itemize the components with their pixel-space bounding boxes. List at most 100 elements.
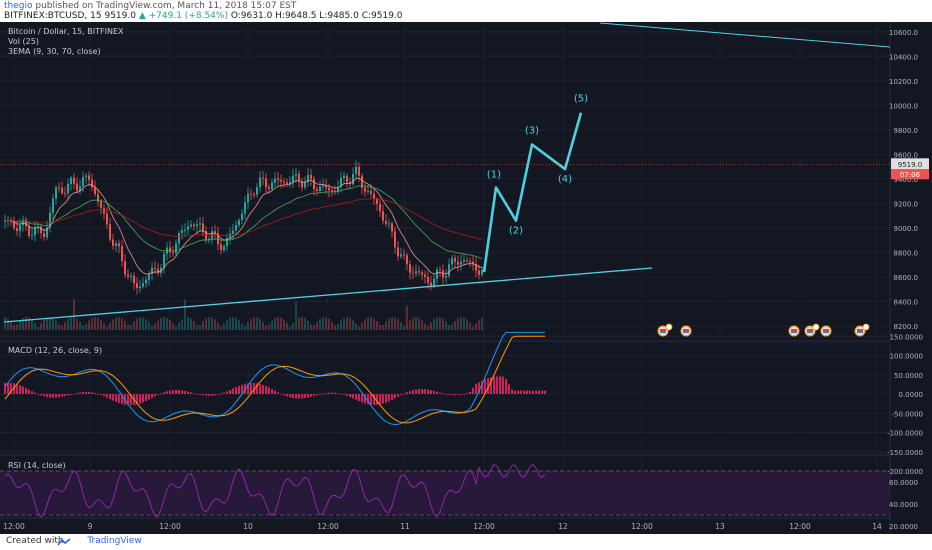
volume-bar	[175, 326, 177, 330]
volume-bar	[118, 317, 120, 330]
macd-histogram-bar	[295, 394, 297, 399]
macd-histogram-bar	[286, 394, 288, 397]
volume-bar	[385, 321, 387, 330]
chart-area[interactable]: (1)(2)(3)(4)(5) 12:00 9 12:00 10 12:00 11 12:0…	[0, 22, 932, 534]
macd-histogram-bar	[490, 377, 492, 394]
candle-body	[340, 177, 342, 187]
event-flag-stripe	[683, 329, 689, 331]
brand-link[interactable]: TradingView	[87, 536, 142, 546]
volume-bar	[130, 325, 132, 330]
candle-body	[94, 187, 96, 195]
macd-histogram-bar	[439, 392, 441, 394]
macd-histogram-bar	[79, 392, 81, 394]
volume-legend: Vol (25)	[8, 37, 39, 46]
volume-bar	[334, 325, 336, 330]
macd-histogram-bar	[445, 394, 447, 395]
candle-body	[409, 264, 411, 273]
event-markers[interactable]	[657, 323, 870, 337]
candle-body	[343, 175, 345, 178]
macd-histogram-bar	[316, 394, 318, 396]
candle-body	[148, 273, 150, 280]
macd-histogram-bar	[52, 394, 54, 398]
volume-bar	[67, 318, 69, 330]
volume-bar	[370, 317, 372, 330]
macd-histogram-bar	[148, 394, 150, 400]
volume-bar	[271, 320, 273, 330]
candle-body	[253, 194, 255, 196]
candle-body	[145, 279, 147, 284]
macd-histogram-bar	[43, 394, 45, 397]
macd-histogram-bar	[313, 394, 315, 396]
macd-histogram-bar	[109, 394, 111, 400]
macd-histogram-bar	[448, 394, 450, 395]
macd-histogram-bar	[478, 382, 480, 394]
macd-histogram-bar	[511, 389, 513, 394]
event-flag-stripe	[807, 331, 813, 333]
macd-histogram-bar	[400, 394, 402, 396]
volume-bar	[235, 317, 237, 330]
macd-histogram-bar	[409, 391, 411, 394]
candle-body	[259, 177, 261, 188]
candle-body	[109, 224, 111, 240]
countdown-label: 07:06	[900, 171, 921, 179]
macd-histogram-bar	[259, 383, 261, 394]
volume-bar	[328, 318, 330, 330]
volume-bar	[367, 317, 369, 330]
volume-bar	[460, 317, 462, 330]
candle-body	[232, 230, 234, 234]
candle-body	[337, 186, 339, 192]
volume-bar	[394, 317, 396, 330]
macd-histogram-bar	[205, 394, 207, 396]
candle-body	[85, 175, 87, 177]
macd-histogram-bar	[517, 390, 519, 394]
macd-histogram-bar	[277, 392, 279, 394]
event-count-badge-icon	[812, 323, 820, 331]
volume-bar	[325, 317, 327, 330]
candle-body	[127, 274, 129, 277]
macd-histogram-bar	[535, 390, 537, 394]
candle-body	[247, 193, 249, 203]
macd-histogram-bar	[28, 389, 30, 394]
candle-body	[289, 182, 291, 184]
volume-bar	[262, 321, 264, 330]
macd-histogram-bar	[121, 394, 123, 405]
candle-body	[439, 269, 441, 271]
macd-histogram-bar	[385, 394, 387, 403]
macd-histogram-bar	[391, 394, 393, 400]
volume-bar	[139, 317, 141, 330]
author-link[interactable]: thegio	[4, 1, 33, 11]
macd-histogram-bar	[130, 394, 132, 406]
volume-bar	[43, 319, 45, 330]
volume-bar	[322, 317, 324, 330]
macd-tick-label: -200.0000	[887, 468, 923, 476]
volume-bar	[19, 320, 21, 330]
price-tick-label: 8600.0	[894, 274, 919, 282]
macd-histogram-bar	[247, 383, 249, 394]
volume-bar	[472, 326, 474, 330]
macd-histogram-bar	[97, 393, 99, 395]
price-tick-label: 8200.0	[894, 323, 919, 331]
macd-histogram-bar	[181, 390, 183, 394]
volume-bar	[259, 318, 261, 330]
candle-body	[322, 185, 324, 187]
volume-bar	[205, 318, 207, 330]
candle-body	[454, 257, 456, 262]
rsi-line	[4, 463, 546, 518]
main-pane-title: Bitcoin / Dollar, 15, BITFINEX	[8, 27, 124, 36]
volume-bar	[40, 323, 42, 330]
macd-histogram-bar	[364, 394, 366, 404]
macd-histogram-bar	[211, 394, 213, 396]
macd-histogram-bar	[487, 378, 489, 394]
volume-bar	[166, 317, 168, 330]
candle-body	[142, 283, 144, 287]
macd-histogram-bar	[361, 394, 363, 403]
volume-bar	[289, 326, 291, 330]
candle-body	[217, 232, 219, 245]
volume-bar	[403, 326, 405, 330]
wave-label: (2)	[509, 226, 523, 237]
event-flag-stripe	[857, 329, 863, 331]
macd-histogram-bar	[481, 380, 483, 394]
macd-histogram-bar	[418, 389, 420, 394]
candle-body	[271, 182, 273, 190]
volume-bar	[355, 323, 357, 330]
